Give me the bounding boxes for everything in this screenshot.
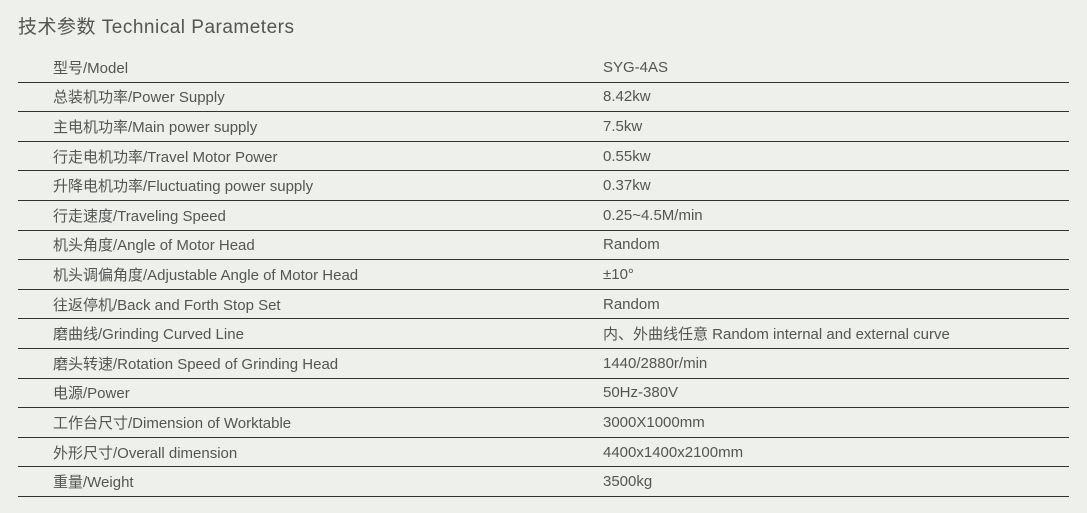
table-row: 机头角度/Angle of Motor HeadRandom <box>18 231 1069 261</box>
table-row: 磨曲线/Grinding Curved Line内、外曲线任意 Random i… <box>18 319 1069 349</box>
spec-label: 机头调偏角度/Adjustable Angle of Motor Head <box>18 264 603 285</box>
spec-label: 机头角度/Angle of Motor Head <box>18 234 603 255</box>
spec-label: 往返停机/Back and Forth Stop Set <box>18 294 603 315</box>
table-row: 主电机功率/Main power supply7.5kw <box>18 112 1069 142</box>
spec-table: 型号/ModelSYG-4AS总装机功率/Power Supply8.42kw主… <box>18 53 1069 497</box>
spec-value: 0.55kw <box>603 148 1069 165</box>
spec-value: 50Hz-380V <box>603 384 1069 401</box>
spec-label: 外形尺寸/Overall dimension <box>18 442 603 463</box>
spec-value: 内、外曲线任意 Random internal and external cur… <box>603 323 1069 344</box>
spec-value: ±10° <box>603 266 1069 283</box>
spec-label: 升降电机功率/Fluctuating power supply <box>18 175 603 196</box>
table-row: 型号/ModelSYG-4AS <box>18 53 1069 83</box>
spec-label: 工作台尺寸/Dimension of Worktable <box>18 412 603 433</box>
table-row: 工作台尺寸/Dimension of Worktable3000X1000mm <box>18 408 1069 438</box>
spec-label: 行走电机功率/Travel Motor Power <box>18 146 603 167</box>
table-row: 机头调偏角度/Adjustable Angle of Motor Head±10… <box>18 260 1069 290</box>
spec-value: 1440/2880r/min <box>603 355 1069 372</box>
table-row: 总装机功率/Power Supply8.42kw <box>18 83 1069 113</box>
spec-value: 4400x1400x2100mm <box>603 444 1069 461</box>
spec-value: 0.25~4.5M/min <box>603 207 1069 224</box>
table-row: 行走电机功率/Travel Motor Power0.55kw <box>18 142 1069 172</box>
spec-label: 总装机功率/Power Supply <box>18 86 603 107</box>
spec-label: 电源/Power <box>18 382 603 403</box>
spec-label: 行走速度/Traveling Speed <box>18 205 603 226</box>
spec-value: 8.42kw <box>603 88 1069 105</box>
table-row: 往返停机/Back and Forth Stop SetRandom <box>18 290 1069 320</box>
spec-value: 0.37kw <box>603 177 1069 194</box>
spec-label: 主电机功率/Main power supply <box>18 116 603 137</box>
spec-value: 3500kg <box>603 473 1069 490</box>
spec-label: 磨曲线/Grinding Curved Line <box>18 323 603 344</box>
table-row: 升降电机功率/Fluctuating power supply0.37kw <box>18 171 1069 201</box>
page-title: 技术参数 Technical Parameters <box>18 12 1069 39</box>
spec-label: 型号/Model <box>18 57 603 78</box>
table-row: 重量/Weight3500kg <box>18 467 1069 497</box>
spec-value: Random <box>603 296 1069 313</box>
table-row: 磨头转速/Rotation Speed of Grinding Head1440… <box>18 349 1069 379</box>
spec-value: 7.5kw <box>603 118 1069 135</box>
table-row: 行走速度/Traveling Speed0.25~4.5M/min <box>18 201 1069 231</box>
spec-label: 重量/Weight <box>18 471 603 492</box>
spec-value: SYG-4AS <box>603 59 1069 76</box>
table-row: 电源/Power50Hz-380V <box>18 379 1069 409</box>
spec-value: 3000X1000mm <box>603 414 1069 431</box>
spec-label: 磨头转速/Rotation Speed of Grinding Head <box>18 353 603 374</box>
table-row: 外形尺寸/Overall dimension4400x1400x2100mm <box>18 438 1069 468</box>
spec-value: Random <box>603 236 1069 253</box>
